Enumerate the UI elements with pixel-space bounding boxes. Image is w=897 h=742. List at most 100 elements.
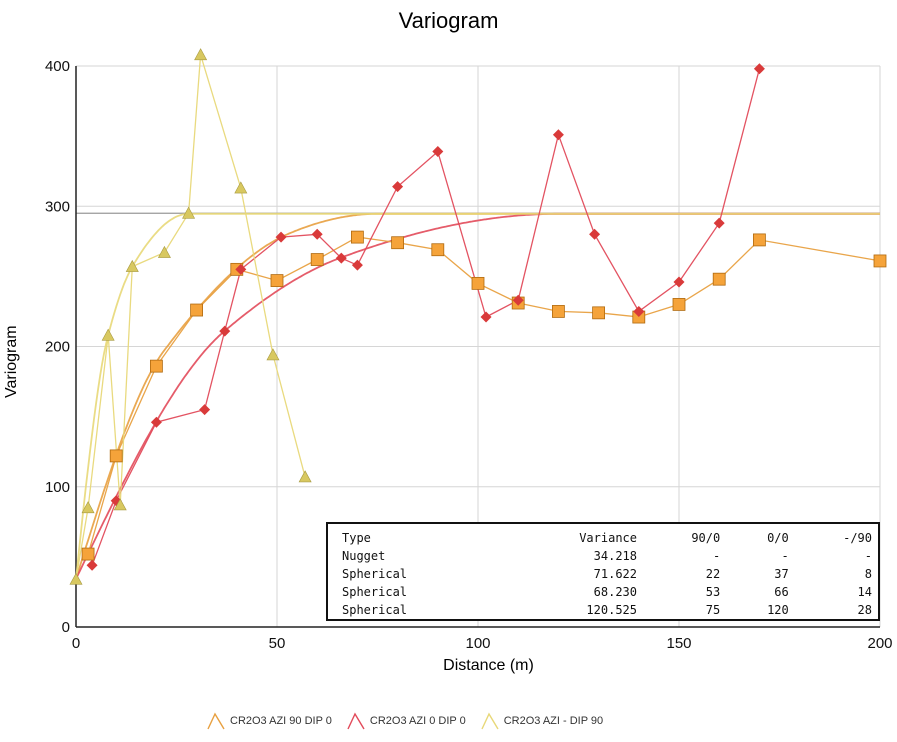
x-tick-label: 50 [269, 635, 286, 652]
table-header-row: Type Variance 90/0 0/0 -/90 [328, 529, 878, 547]
x-tick-label: 200 [867, 635, 892, 652]
model-curve-3 [75, 212, 880, 580]
y-tick-label: 100 [45, 479, 70, 496]
x-tick-label: 150 [666, 635, 691, 652]
data-point-series2 [432, 146, 444, 158]
data-point-series2 [753, 63, 765, 75]
data-point-series2 [86, 559, 98, 571]
legend-label: CR2O3 AZI 0 DIP 0 [369, 715, 466, 727]
data-point-series2 [552, 129, 564, 141]
data-point-series2 [713, 217, 725, 229]
y-axis-label: Variogram [3, 325, 20, 398]
data-point-series3 [182, 206, 196, 219]
table-cell: 66 [774, 585, 789, 599]
legend-swatch-icon [481, 712, 499, 730]
data-point-series3 [101, 328, 115, 341]
x-axis-label: Distance (m) [443, 657, 534, 674]
data-point-series3 [125, 259, 139, 272]
data-point-series3 [157, 245, 171, 258]
chart-title: Variogram [398, 8, 499, 33]
table-cell: 8 [864, 567, 872, 581]
legend-label: CR2O3 AZI - DIP 90 [503, 715, 604, 727]
table-cell: - [864, 549, 872, 563]
legend-item: CR2O3 AZI - DIP 90 [480, 712, 603, 730]
legend: CR2O3 AZI 90 DIP 0 CR2O3 AZI 0 DIP 0 CR2O3… [206, 712, 603, 730]
data-point-series1 [712, 272, 726, 286]
table-cell: 53 [705, 585, 721, 599]
data-point-series1 [81, 547, 95, 561]
table-cell: Spherical [342, 567, 408, 581]
table-cell: 120.525 [586, 603, 637, 617]
legend-item: CR2O3 AZI 0 DIP 0 [346, 712, 466, 730]
data-point-series1 [753, 233, 766, 247]
data-point-series1 [431, 243, 445, 257]
table-cell: 75 [705, 603, 721, 617]
table-cell: -/90 [843, 531, 872, 545]
x-tick-label: 0 [72, 635, 80, 652]
data-point-series2 [633, 305, 645, 317]
data-point-series3 [69, 572, 83, 585]
table-cell: - [712, 549, 721, 563]
data-point-series3 [266, 348, 280, 361]
legend-swatch-icon [347, 712, 365, 730]
table-cell: 34.218 [593, 549, 637, 563]
legend-swatch-icon [207, 712, 225, 730]
data-point-series2 [589, 228, 601, 240]
data-point-series3 [113, 498, 127, 511]
table-cell: 90/0 [691, 531, 721, 545]
data-point-series1 [873, 254, 887, 268]
legend-label: CR2O3 AZI 90 DIP 0 [230, 715, 332, 727]
data-point-series3 [194, 48, 208, 61]
data-point-series3 [234, 181, 248, 194]
model-parameter-table: Type Variance 90/0 0/0 -/90 Nugget 34.218 - - - Sp… [326, 522, 880, 621]
data-point-series2 [275, 231, 287, 243]
table-cell: Spherical [342, 603, 408, 617]
table-row: Spherical 120.525 75 120 28 [328, 601, 878, 619]
table-cell: Variance [579, 531, 637, 545]
table-cell: Spherical [342, 585, 408, 599]
table-cell: Type [342, 531, 371, 545]
table-cell: 28 [857, 603, 872, 617]
tick-labels: 0 50 100 150 200 0 100 200 300 400 [45, 58, 893, 652]
table-cell: 71.622 [593, 567, 637, 581]
table-row: Nugget 34.218 - - - [328, 547, 878, 565]
y-tick-label: 200 [45, 339, 70, 356]
axes [75, 66, 880, 628]
data-point-series2 [199, 404, 211, 416]
data-point-series1 [310, 253, 324, 266]
table-cell: Nugget [342, 549, 386, 563]
data-point-series1 [350, 230, 364, 244]
legend-item: CR2O3 AZI 90 DIP 0 [206, 712, 332, 730]
data-point-series1 [270, 274, 284, 287]
data-point-series2 [311, 228, 323, 240]
data-point-series2 [480, 311, 492, 323]
data-point-series1 [471, 276, 485, 290]
y-tick-label: 300 [45, 198, 70, 215]
y-tick-label: 400 [45, 58, 70, 75]
data-point-series1 [672, 298, 686, 311]
data-point-series3 [81, 501, 95, 514]
data-point-series1 [592, 306, 605, 320]
table-cell: 68.230 [593, 585, 637, 599]
data-point-series1 [190, 303, 204, 317]
table-row: Spherical 68.230 53 66 14 [328, 583, 878, 601]
data-point-series2 [235, 263, 247, 275]
model-curves [75, 212, 880, 580]
table-cell: 22 [705, 567, 721, 581]
data-point-series3 [298, 470, 312, 483]
table-row: Spherical 71.622 22 37 8 [328, 565, 878, 583]
data-point-series1 [552, 305, 565, 318]
table-cell: 120 [767, 603, 789, 617]
x-tick-label: 100 [465, 635, 490, 652]
data-point-series2 [219, 325, 231, 337]
table-cell: - [781, 549, 789, 563]
data-point-series1 [109, 449, 123, 463]
data-point-series2 [512, 294, 524, 306]
data-point-series2 [335, 252, 347, 264]
table-cell: 0/0 [767, 531, 789, 545]
data-point-series1 [391, 236, 405, 250]
data-point-series2 [351, 259, 363, 271]
table-cell: 14 [857, 585, 872, 599]
experimental-line-2 [91, 68, 761, 566]
